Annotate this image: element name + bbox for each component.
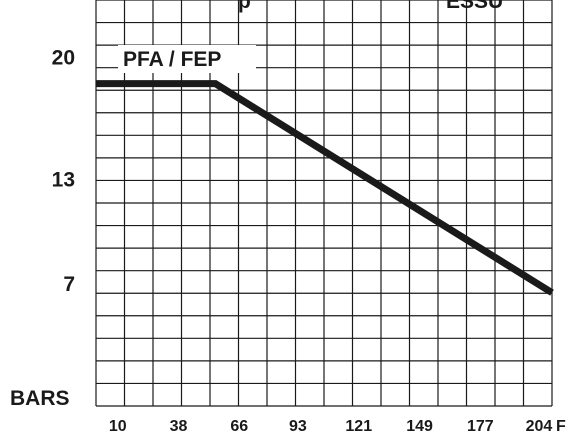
x-tick-label: 66: [230, 418, 248, 435]
x-axis-label: F: [556, 418, 566, 435]
x-tick-label: 204: [526, 418, 553, 435]
chart-title-group: p ESSU: [238, 0, 503, 13]
x-tick-label: 121: [345, 418, 372, 435]
series-label-backdrop: [118, 45, 256, 73]
x-tick-label: 38: [170, 418, 188, 435]
x-tick-label: 149: [406, 418, 433, 435]
chart-title-fragment: p: [238, 0, 251, 13]
y-axis-label: BARS: [10, 387, 70, 410]
x-tick-label: 93: [289, 418, 307, 435]
series-line-pfa-fep: [96, 80, 554, 296]
series-label-pfa-fep: PFA / FEP: [123, 48, 221, 71]
x-tick-label: 177: [467, 418, 494, 435]
y-tick-label: 13: [52, 168, 75, 191]
x-tick-label: 10: [109, 418, 127, 435]
chart-title-fragment-right: ESSU: [446, 0, 503, 13]
y-tick-label: 7: [63, 273, 75, 296]
y-tick-label: 20: [52, 47, 75, 70]
y-axis-ticks: 20 13 7: [52, 47, 75, 297]
x-axis-ticks: 10 38 66 93 121 149 177 204: [109, 418, 553, 435]
